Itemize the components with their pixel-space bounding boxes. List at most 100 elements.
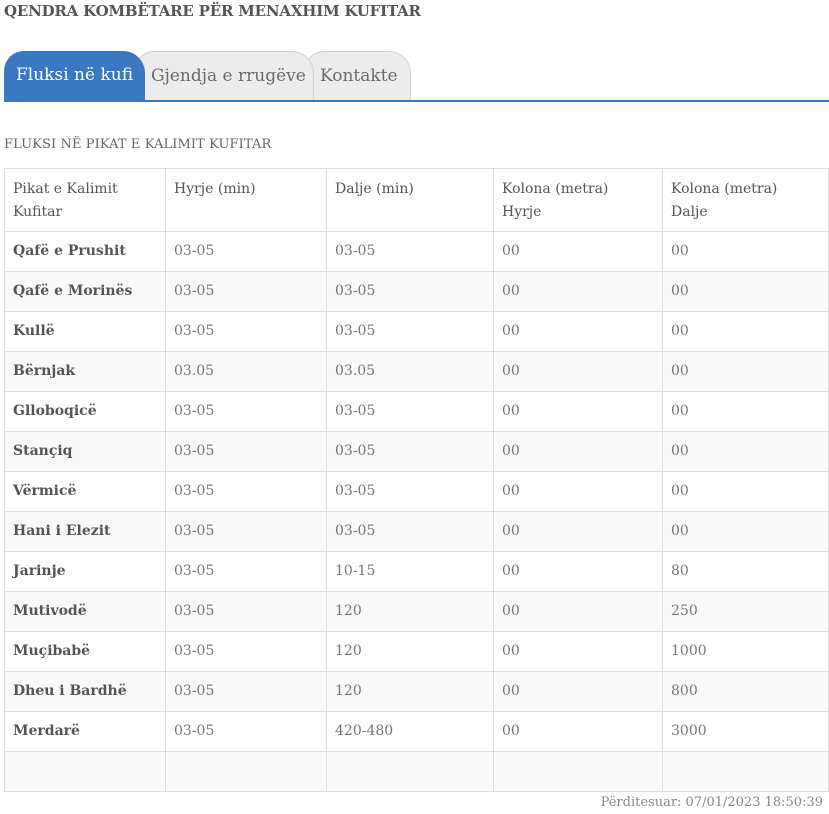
table-row: Qafë e Prushit 03-05 03-05 00 00 [4, 231, 829, 272]
column-header-queue-entry: Kolona (metra) Hyrje [493, 168, 663, 232]
crossing-point-cell: Stançiq [4, 431, 166, 472]
exit-time-cell: 03-05 [326, 271, 494, 312]
exit-time-cell: 03-05 [326, 231, 494, 272]
empty-cell [165, 751, 327, 792]
queue-entry-cell: 00 [493, 431, 663, 472]
crossing-point-cell: Qafë e Morinës [4, 271, 166, 312]
header-line: Kufitar [13, 204, 63, 220]
queue-exit-cell: 3000 [662, 711, 829, 752]
entry-time-cell: 03-05 [165, 551, 327, 592]
table-row: Bërnjak 03.05 03.05 00 00 [4, 351, 829, 392]
empty-cell [493, 751, 663, 792]
table-row: Kullë 03-05 03-05 00 00 [4, 311, 829, 352]
table-header-row: Pikat e Kalimit Kufitar Hyrje (min) Dalje… [4, 168, 829, 232]
header-line: Kolona (metra) [671, 181, 778, 197]
queue-entry-cell: 00 [493, 671, 663, 712]
column-header-crossing-point: Pikat e Kalimit Kufitar [4, 168, 166, 232]
column-header-queue-exit: Kolona (metra) Dalje [662, 168, 829, 232]
queue-exit-cell: 00 [662, 471, 829, 512]
entry-time-cell: 03-05 [165, 311, 327, 352]
table-row: Stançiq 03-05 03-05 00 00 [4, 431, 829, 472]
queue-entry-cell: 00 [493, 631, 663, 672]
entry-time-cell: 03-05 [165, 511, 327, 552]
empty-cell [662, 751, 829, 792]
column-header-entry-min: Hyrje (min) [165, 168, 327, 232]
queue-exit-cell: 00 [662, 271, 829, 312]
queue-entry-cell: 00 [493, 551, 663, 592]
queue-exit-cell: 250 [662, 591, 829, 632]
table-row: Mutivodë 03-05 120 00 250 [4, 591, 829, 632]
tab-gjendja-e-rrugeve[interactable]: Gjendja e rrugëve [134, 51, 314, 100]
entry-time-cell: 03-05 [165, 431, 327, 472]
exit-time-cell: 10-15 [326, 551, 494, 592]
table-row: Merdarë 03-05 420-480 00 3000 [4, 711, 829, 752]
crossing-point-cell: Kullë [4, 311, 166, 352]
exit-time-cell: 120 [326, 591, 494, 632]
header-line: Dalje [671, 204, 708, 220]
header-line: Hyrje (min) [174, 181, 256, 197]
section-title: FLUKSI NË PIKAT E KALIMIT KUFITAR [4, 137, 272, 152]
entry-time-cell: 03-05 [165, 591, 327, 632]
header-line: Kolona (metra) [502, 181, 609, 197]
tab-fluksi-ne-kufi[interactable]: Fluksi në kufi [4, 51, 145, 100]
crossing-point-cell: Muçibabë [4, 631, 166, 672]
header-line: Dalje (min) [335, 181, 414, 197]
table-row: Glloboqicë 03-05 03-05 00 00 [4, 391, 829, 432]
border-flux-table: Pikat e Kalimit Kufitar Hyrje (min) Dalje… [4, 168, 829, 792]
exit-time-cell: 03-05 [326, 391, 494, 432]
crossing-point-cell: Glloboqicë [4, 391, 166, 432]
crossing-point-cell: Dheu i Bardhë [4, 671, 166, 712]
queue-entry-cell: 00 [493, 271, 663, 312]
queue-entry-cell: 00 [493, 351, 663, 392]
exit-time-cell: 120 [326, 631, 494, 672]
queue-exit-cell: 00 [662, 511, 829, 552]
queue-exit-cell: 80 [662, 551, 829, 592]
crossing-point-cell: Bërnjak [4, 351, 166, 392]
table-row: Muçibabë 03-05 120 00 1000 [4, 631, 829, 672]
header-line: Hyrje [502, 204, 542, 220]
table-row: Vërmicë 03-05 03-05 00 00 [4, 471, 829, 512]
exit-time-cell: 03-05 [326, 431, 494, 472]
exit-time-cell: 03-05 [326, 311, 494, 352]
crossing-point-cell: Jarinje [4, 551, 166, 592]
entry-time-cell: 03-05 [165, 631, 327, 672]
queue-exit-cell: 00 [662, 351, 829, 392]
exit-time-cell: 420-480 [326, 711, 494, 752]
queue-exit-cell: 00 [662, 391, 829, 432]
exit-time-cell: 03-05 [326, 471, 494, 512]
crossing-point-cell: Mutivodë [4, 591, 166, 632]
crossing-point-cell: Qafë e Prushit [4, 231, 166, 272]
exit-time-cell: 120 [326, 671, 494, 712]
queue-entry-cell: 00 [493, 391, 663, 432]
table-row: Qafë e Morinës 03-05 03-05 00 00 [4, 271, 829, 312]
tab-bar: Fluksi në kufi Gjendja e rrugëve Kontakt… [4, 51, 829, 102]
table-body: Qafë e Prushit 03-05 03-05 00 00 Qafë e Morin… [4, 231, 829, 792]
queue-exit-cell: 00 [662, 431, 829, 472]
queue-exit-cell: 00 [662, 311, 829, 352]
entry-time-cell: 03-05 [165, 231, 327, 272]
empty-table-row [4, 751, 829, 792]
entry-time-cell: 03-05 [165, 471, 327, 512]
empty-cell [4, 751, 166, 792]
queue-exit-cell: 00 [662, 231, 829, 272]
page-title: QENDRA KOMBËTARE PËR MENAXHIM KUFITAR [4, 2, 421, 20]
queue-exit-cell: 1000 [662, 631, 829, 672]
column-header-exit-min: Dalje (min) [326, 168, 494, 232]
queue-entry-cell: 00 [493, 511, 663, 552]
queue-entry-cell: 00 [493, 591, 663, 632]
table-row: Dheu i Bardhë 03-05 120 00 800 [4, 671, 829, 712]
last-updated-timestamp: Përditesuar: 07/01/2023 18:50:39 [600, 795, 823, 810]
tab-kontakte[interactable]: Kontakte [304, 51, 411, 100]
queue-entry-cell: 00 [493, 471, 663, 512]
header-line: Pikat e Kalimit [13, 181, 118, 197]
entry-time-cell: 03-05 [165, 271, 327, 312]
entry-time-cell: 03.05 [165, 351, 327, 392]
exit-time-cell: 03.05 [326, 351, 494, 392]
crossing-point-cell: Hani i Elezit [4, 511, 166, 552]
queue-entry-cell: 00 [493, 231, 663, 272]
queue-entry-cell: 00 [493, 711, 663, 752]
table-row: Hani i Elezit 03-05 03-05 00 00 [4, 511, 829, 552]
table-row: Jarinje 03-05 10-15 00 80 [4, 551, 829, 592]
crossing-point-cell: Vërmicë [4, 471, 166, 512]
